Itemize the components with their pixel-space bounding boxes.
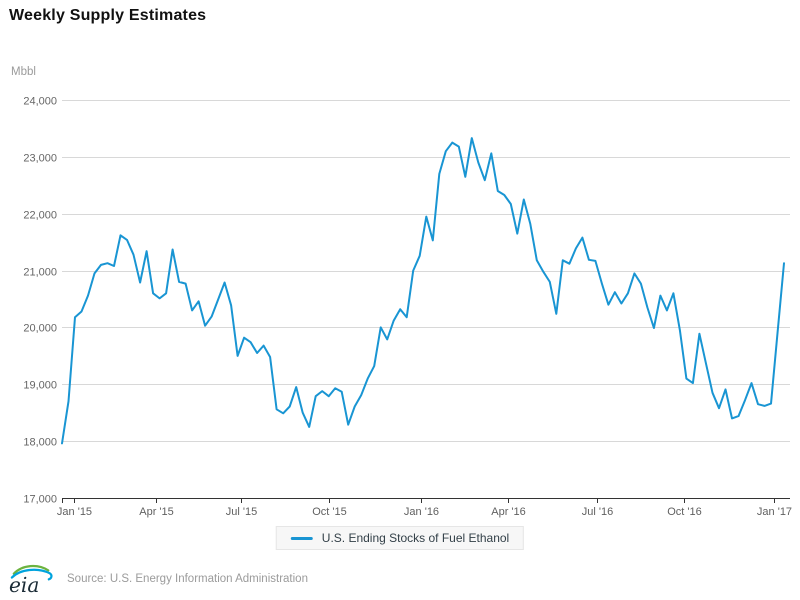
y-axis-tick-label: 20,000 [23, 323, 57, 335]
x-axis-tick-label: Oct '15 [312, 506, 347, 518]
y-axis-unit-label: Mbbl [11, 66, 36, 78]
eia-logo-swoosh-green [12, 564, 50, 575]
y-axis-tick-label: 18,000 [23, 437, 57, 449]
legend[interactable]: U.S. Ending Stocks of Fuel Ethanol [275, 526, 525, 550]
footer: eia Source: U.S. Energy Information Admi… [8, 561, 308, 597]
legend-line-marker [290, 536, 313, 540]
x-axis-tick-label: Jan '15 [57, 506, 92, 518]
y-axis-tick-label: 24,000 [23, 96, 57, 108]
y-axis-tick-label: 23,000 [23, 153, 57, 165]
x-axis-tick-label: Jan '17 [757, 506, 792, 518]
eia-logo-text: eia [9, 572, 39, 596]
x-axis-tick-label: Jul '16 [582, 506, 613, 518]
legend-series-label: U.S. Ending Stocks of Fuel Ethanol [321, 531, 510, 545]
x-axis-tick-label: Apr '15 [139, 506, 174, 518]
x-axis-tick-label: Jul '15 [226, 506, 257, 518]
page-title: Weekly Supply Estimates [9, 7, 207, 24]
y-axis-tick-label: 19,000 [23, 380, 57, 392]
y-axis-tick-label: 21,000 [23, 267, 57, 279]
x-axis-tick-label: Apr '16 [491, 506, 526, 518]
x-axis-tick-label: Jan '16 [404, 506, 439, 518]
series-line [61, 137, 785, 445]
eia-logo: eia [9, 564, 53, 596]
y-axis-tick-label: 17,000 [23, 494, 57, 506]
y-axis-tick-label: 22,000 [23, 210, 57, 222]
x-axis-tick-label: Oct '16 [667, 506, 702, 518]
eia-logo-swoosh-blue [10, 568, 53, 580]
source-attribution: Source: U.S. Energy Information Administ… [67, 573, 308, 585]
